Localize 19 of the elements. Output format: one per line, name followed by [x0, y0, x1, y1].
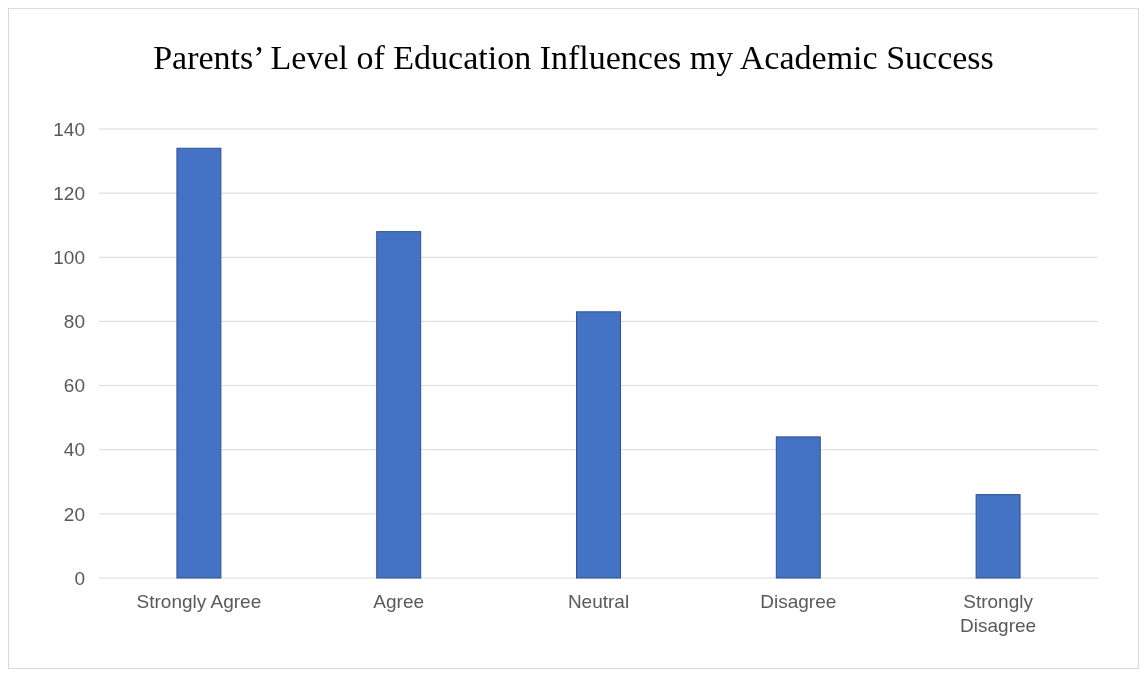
y-tick-label: 20	[63, 503, 85, 525]
y-tick-label: 100	[53, 246, 85, 268]
x-tick-label: Strongly Agree	[136, 591, 262, 612]
bar	[576, 311, 621, 579]
x-tick-label: Disagree	[760, 591, 837, 612]
y-tick-label: 60	[63, 375, 85, 397]
bar	[975, 494, 1021, 579]
y-tick-label: 120	[53, 182, 85, 204]
bar	[376, 231, 422, 579]
y-tick-label: 0	[74, 567, 85, 589]
bar	[176, 147, 222, 579]
y-tick-label: 140	[53, 118, 85, 140]
y-tick-label: 40	[63, 439, 85, 461]
x-tick-label: Agree	[373, 591, 425, 612]
x-tick-label: Neutral	[567, 591, 630, 612]
chart-title: Parents’ Level of Education Influences my Academic Success	[153, 39, 994, 76]
x-tick-label: Strongly Disagree	[960, 591, 1037, 636]
bar	[775, 436, 821, 579]
y-tick-label: 80	[63, 311, 85, 333]
